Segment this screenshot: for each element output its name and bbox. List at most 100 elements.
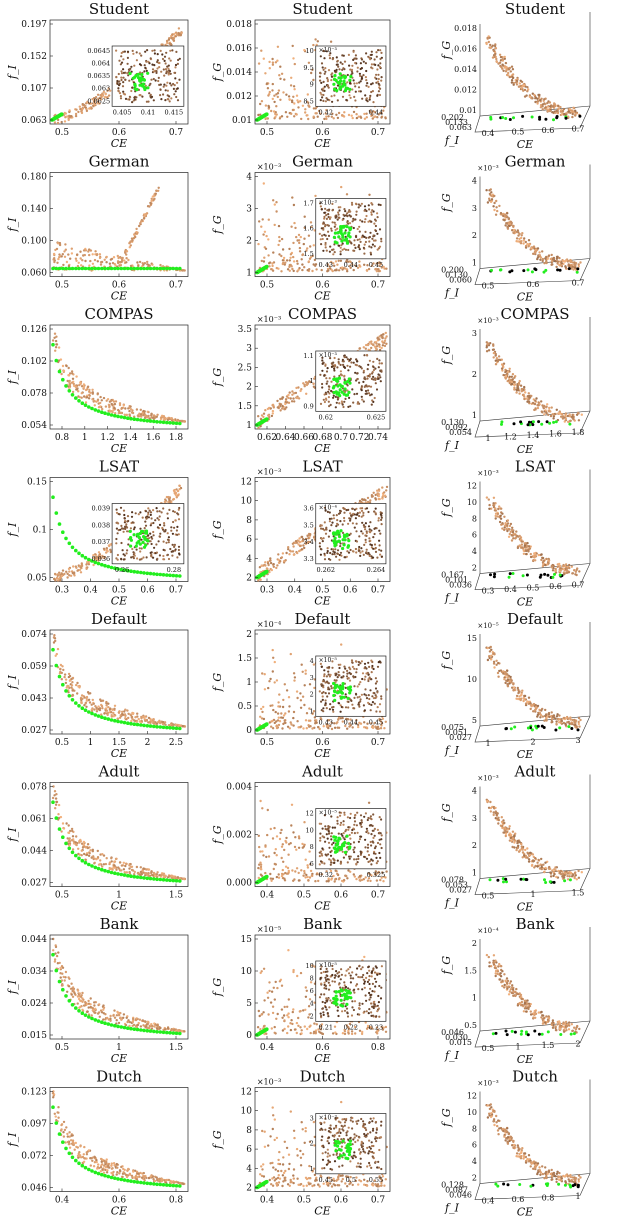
inset-point: [320, 537, 323, 541]
front-point: [158, 420, 163, 424]
inset-point: [156, 67, 159, 70]
inset-exponent: ×10⁻⁴: [319, 505, 338, 512]
inset-front-point: [334, 531, 338, 535]
data-point: [127, 407, 130, 410]
inset-point: [361, 550, 364, 553]
inset-point: [380, 362, 383, 365]
data-point: [150, 199, 153, 203]
data-point: [330, 115, 333, 118]
front-point: [512, 422, 516, 426]
data-point: [513, 376, 516, 379]
data-point: [83, 253, 87, 257]
data-point: [286, 268, 290, 271]
data-point: [555, 257, 559, 260]
inset-point: [363, 252, 366, 255]
data-point: [569, 108, 572, 111]
inset-point: [374, 219, 377, 222]
inset-point: [379, 203, 382, 207]
z-axis-label: f_G: [440, 193, 453, 213]
data-point: [536, 404, 539, 407]
y-tick-label: 0.200: [441, 266, 464, 275]
inset-front-point: [347, 231, 351, 235]
front-point: [70, 266, 75, 271]
inset-point: [122, 90, 125, 93]
data-point: [177, 494, 180, 497]
data-point: [260, 49, 263, 52]
data-point: [65, 364, 68, 368]
front-point: [178, 574, 182, 578]
data-point: [179, 34, 182, 37]
data-point: [380, 266, 383, 269]
data-point: [118, 264, 121, 267]
inset-point: [346, 550, 349, 553]
inset-point: [327, 390, 330, 393]
front-point: [70, 545, 75, 550]
y-tick-label: 0.018: [226, 20, 252, 30]
front-point: [490, 268, 493, 272]
data-point: [140, 220, 143, 223]
data-point: [492, 348, 495, 351]
inset-point: [167, 73, 170, 76]
front-point: [51, 495, 55, 500]
inset-front-point: [142, 535, 146, 539]
inset-point: [122, 558, 125, 561]
inset-point: [177, 58, 180, 62]
axes-3d: [474, 469, 591, 590]
front-point: [152, 572, 156, 576]
inset-point: [337, 216, 340, 219]
inset-point: [380, 516, 383, 519]
data-point: [56, 121, 60, 125]
inset-x-tick-label: 0.45: [369, 261, 383, 269]
inset-point: [324, 223, 327, 227]
inset-point: [354, 54, 357, 57]
inset-point: [166, 81, 169, 84]
data-point: [276, 399, 279, 403]
inset-point: [166, 89, 169, 92]
data-point: [571, 112, 574, 116]
data-point: [55, 343, 58, 346]
y-tick-label: 0.05: [27, 574, 47, 584]
inset-point: [320, 208, 323, 211]
data-point: [310, 71, 313, 75]
inset-point: [325, 392, 328, 396]
data-point: [275, 93, 278, 96]
y-axis-label: f_G: [211, 368, 224, 388]
data-point: [383, 491, 386, 494]
data-point: [270, 268, 273, 271]
inset-point: [135, 51, 138, 54]
inset-point: [156, 59, 159, 62]
inset-point: [177, 513, 180, 516]
inset-front-point: [134, 544, 138, 548]
inset-point: [376, 556, 379, 559]
inset-point: [132, 551, 135, 554]
data-point: [523, 385, 526, 389]
x-tick-label: 1.8: [169, 433, 184, 443]
data-point: [568, 265, 571, 268]
front-point: [568, 422, 572, 426]
data-point: [278, 253, 281, 256]
data-point: [291, 196, 294, 199]
inset-point: [328, 517, 331, 521]
data-point: [526, 243, 529, 246]
inset-point: [322, 80, 325, 83]
data-point: [268, 262, 271, 265]
data-point: [533, 408, 536, 412]
inset-point: [326, 547, 329, 550]
inset-point: [152, 521, 155, 525]
data-point: [80, 385, 84, 388]
inset-point: [332, 248, 335, 251]
data-point: [85, 388, 89, 391]
inset-point: [365, 236, 368, 239]
inset-point: [345, 555, 348, 558]
data-point: [325, 115, 328, 118]
data-point: [80, 396, 83, 399]
inset-point: [149, 513, 152, 517]
data-point: [272, 406, 275, 409]
data-point: [563, 112, 566, 116]
z-tick-label: 1: [472, 411, 477, 420]
inset-point: [321, 359, 324, 362]
inset-point: [342, 54, 345, 57]
data-point: [579, 261, 582, 264]
